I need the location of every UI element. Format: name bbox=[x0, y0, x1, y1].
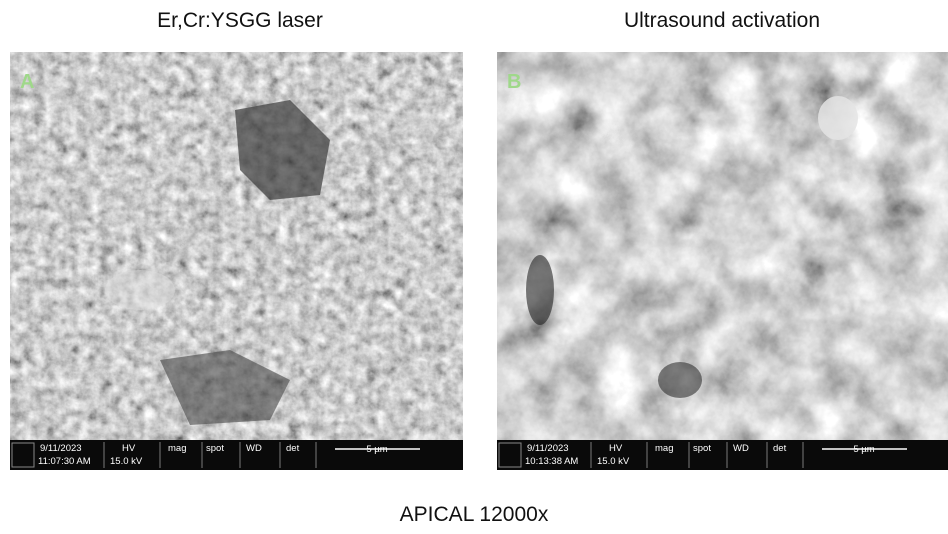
info-hv-label: HV bbox=[122, 443, 136, 454]
info-time: 11:07:30 AM bbox=[38, 456, 91, 467]
info-hv-label: HV bbox=[609, 443, 623, 454]
scale-label: 5 µm bbox=[366, 444, 387, 455]
bright-patch bbox=[105, 270, 175, 310]
dark-pit bbox=[658, 362, 702, 398]
sem-image bbox=[10, 52, 463, 470]
figure: Er,Cr:YSGG laser A 9/11/2023 11:07:30 AM HV 1… bbox=[0, 0, 948, 534]
info-hv: 15.0 kV bbox=[597, 456, 630, 467]
info-wd-label: WD bbox=[246, 443, 262, 454]
panel-title: Er,Cr:YSGG laser bbox=[157, 9, 323, 32]
image-texture bbox=[497, 52, 948, 470]
panel-label: B bbox=[507, 71, 521, 93]
info-spot-label: spot bbox=[693, 443, 711, 454]
sem-image bbox=[497, 52, 948, 470]
info-hv: 15.0 kV bbox=[110, 456, 143, 467]
info-mag-label: mag bbox=[168, 443, 186, 454]
caption: APICAL 12000x bbox=[400, 503, 549, 526]
scale-label: 5 µm bbox=[853, 444, 874, 455]
info-mag-label: mag bbox=[655, 443, 673, 454]
info-wd-label: WD bbox=[733, 443, 749, 454]
dark-pit bbox=[526, 255, 554, 325]
panel-title: Ultrasound activation bbox=[624, 9, 820, 32]
info-date: 9/11/2023 bbox=[40, 443, 82, 454]
info-time: 10:13:38 AM bbox=[525, 456, 578, 467]
info-det-label: det bbox=[773, 443, 787, 454]
info-spot-label: spot bbox=[206, 443, 224, 454]
info-date: 9/11/2023 bbox=[527, 443, 569, 454]
bright-particle bbox=[818, 96, 858, 140]
panel-label: A bbox=[20, 71, 34, 93]
info-det-label: det bbox=[286, 443, 300, 454]
